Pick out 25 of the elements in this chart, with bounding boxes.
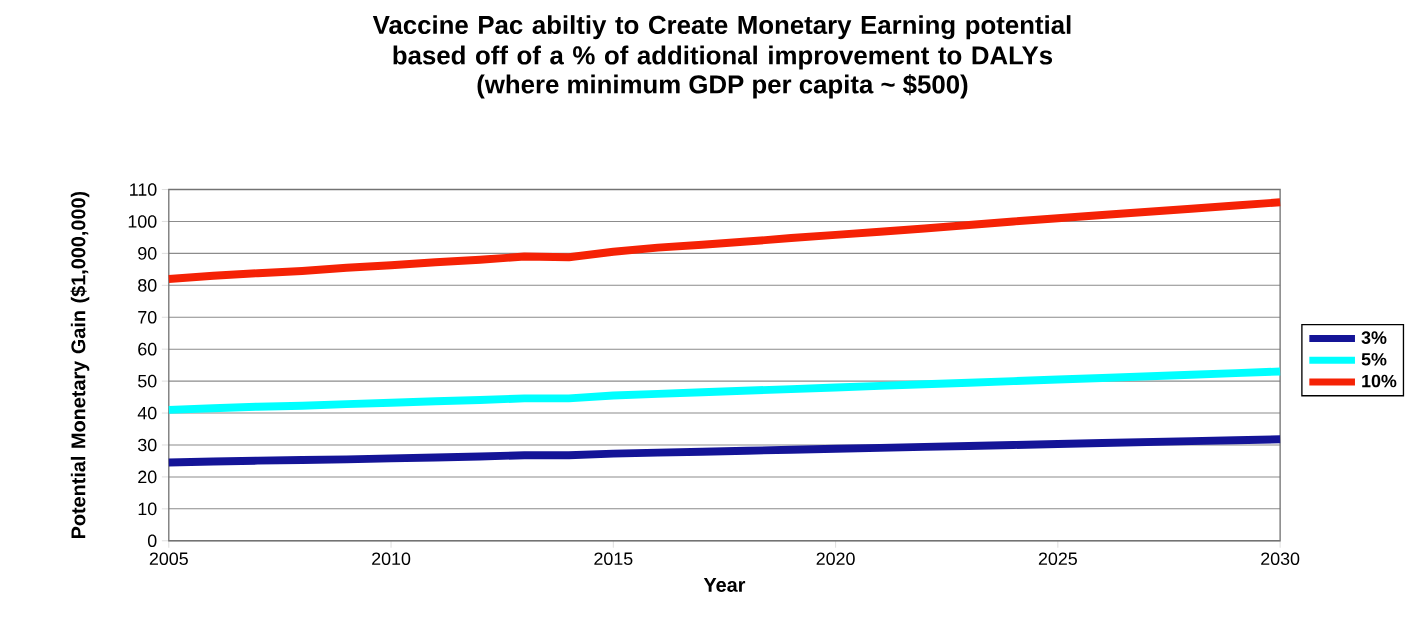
y-tick-label: 80 <box>138 278 157 292</box>
y-tick-label: 50 <box>138 374 157 388</box>
y-tick-label: 100 <box>128 215 157 228</box>
y-tick-label: 40 <box>137 406 157 420</box>
x-tick-label: 2030 <box>1261 552 1300 566</box>
y-tick-label: 30 <box>138 438 157 452</box>
y-tick-label: 20 <box>138 470 157 484</box>
x-axis-title: Year <box>703 578 746 592</box>
y-tick-label: 70 <box>138 310 157 324</box>
y-tick-label: 110 <box>130 183 157 196</box>
legend-label: 10% <box>1362 374 1397 388</box>
y-tick-label: 10 <box>138 502 157 516</box>
x-tick-label: 2025 <box>1038 552 1077 566</box>
x-tick-label: 2005 <box>149 552 188 566</box>
legend-label: 5% <box>1361 353 1387 366</box>
y-tick-label: 0 <box>147 534 157 548</box>
x-tick-label: 2020 <box>816 552 855 566</box>
y-axis-title: Potential Monetary Gain ($1,000,000) <box>70 191 90 539</box>
chart-subtitle: (where minimum GDP per capita ~ $500) <box>477 74 968 99</box>
x-tick-label: 2015 <box>594 552 633 566</box>
y-tick-label: 60 <box>138 342 157 356</box>
x-tick-label: 2010 <box>372 552 411 566</box>
y-tick-label: 90 <box>138 247 157 260</box>
legend-label: 3% <box>1361 331 1387 344</box>
chart-title: Vaccine Pac abiltiy to Create Monetary Earning potential based off of a % of additional improvement to DALYs <box>372 15 1071 70</box>
